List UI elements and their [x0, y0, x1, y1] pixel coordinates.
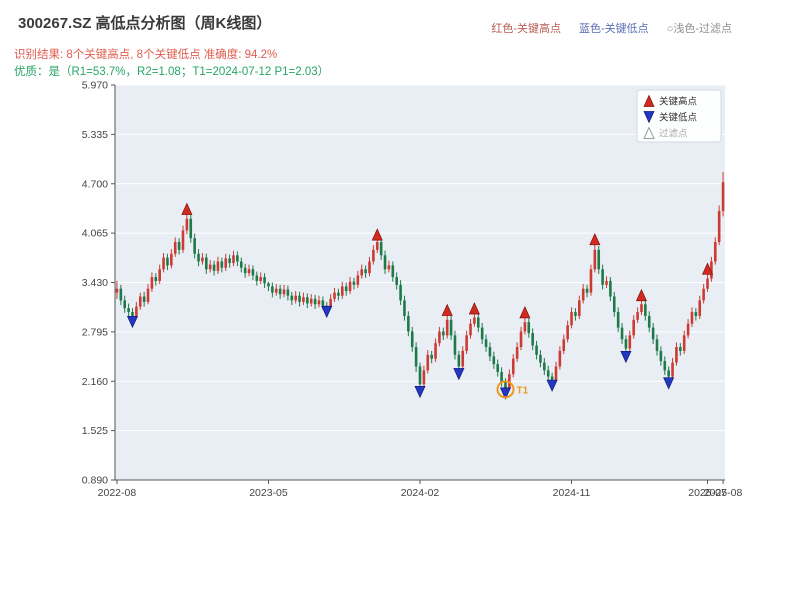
y-tick-label: 5.335 — [82, 129, 108, 141]
y-axis: 0.890 1.525 2.160 2.795 3.430 4.065 4.700 5.335… — [82, 80, 115, 487]
legend-item-label: 过滤点 — [659, 128, 688, 140]
legend-key-low-item: 关键低点 — [643, 111, 698, 124]
key-low-markers — [126, 305, 675, 400]
legend-top-key-high: 红色-关键高点 — [491, 23, 562, 35]
x-tick-label: 2025-07 — [688, 487, 727, 499]
x-tick-label: 2023-05 — [249, 487, 288, 499]
key-high-markers — [181, 202, 714, 319]
kline-chart-svg: 0.890 1.525 2.160 2.795 3.430 4.065 4.700 5.335… — [82, 80, 743, 500]
x-tick-label: 2025-08 — [704, 487, 743, 499]
y-tick-label: 2.795 — [82, 326, 108, 338]
y-tick-label: 5.970 — [82, 80, 108, 92]
y-tick-label: 4.700 — [82, 178, 108, 190]
result-line: 识别结果: 8个关键高点, 8个关键低点 准确度: 94.2% — [14, 49, 278, 61]
y-tick-label: 2.160 — [82, 376, 108, 388]
quality-line: 优质：是（R1=53.7%，R2=1.08；T1=2024-07-12 P1=2… — [14, 66, 330, 78]
t1-annotation: T1 — [496, 380, 529, 399]
legend-item-label: 关键高点 — [659, 96, 698, 108]
candles — [115, 172, 725, 392]
x-axis: 2022-08 2023-05 2024-02 2024-11 2025-072025-… — [98, 480, 743, 499]
y-tick-label: 1.525 — [82, 425, 108, 437]
legend-top-filtered: ○浅色-过滤点 — [666, 23, 732, 35]
legend-item-label: 关键低点 — [659, 112, 698, 124]
page-title: 300267.SZ 高低点分析图（周K线图） — [18, 15, 272, 32]
y-tick-label: 0.890 — [82, 475, 108, 487]
legend-top-key-low: 蓝色-关键低点 — [579, 23, 649, 35]
top-legend: 红色-关键高点 蓝色-关键低点 ○浅色-过滤点 — [491, 20, 732, 36]
x-tick-label: 2024-02 — [401, 487, 440, 499]
legend-filtered-item: 过滤点 — [643, 126, 688, 140]
y-tick-label: 4.065 — [82, 228, 108, 240]
t1-label: T1 — [516, 385, 528, 396]
x-tick-label: 2022-08 — [98, 487, 137, 499]
x-tick-label: 2024-11 — [553, 487, 591, 499]
y-tick-label: 3.430 — [82, 277, 108, 289]
legend-key-high-item: 关键高点 — [643, 94, 698, 108]
